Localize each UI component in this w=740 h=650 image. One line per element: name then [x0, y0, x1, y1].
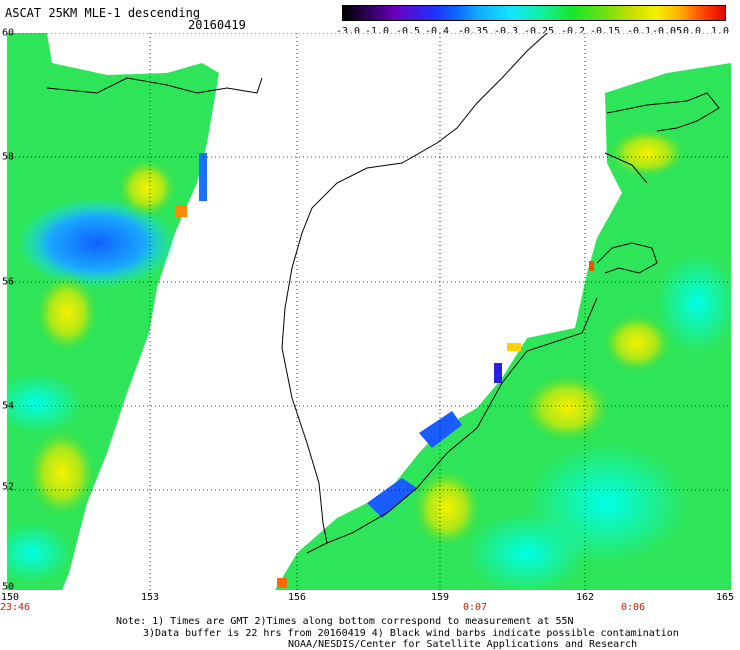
- lon-label: 153: [140, 592, 160, 603]
- color-scale-tick: -0.1: [627, 26, 652, 37]
- color-scale-tick: -0.15: [590, 26, 621, 37]
- lat-label: 58: [2, 151, 15, 163]
- color-scale-bar: [342, 5, 726, 21]
- color-scale-tick: 1.0: [711, 26, 730, 37]
- note-line-3: NOAA/NESDIS/Center for Satellite Applica…: [288, 639, 638, 650]
- left-swath: [7, 33, 219, 590]
- lat-label: 50: [2, 581, 15, 593]
- color-scale-tick: -0.05: [652, 26, 683, 37]
- lat-label: 52: [2, 481, 15, 493]
- product-date: 20160419: [188, 18, 246, 32]
- coastline: [46, 33, 720, 554]
- color-scale-tick: -0.4: [425, 26, 450, 37]
- wind-field-svg: [7, 33, 731, 590]
- right-swath: [275, 63, 731, 590]
- color-scale-tick: -0.5: [396, 26, 421, 37]
- color-scale-tick: -0.3: [494, 26, 519, 37]
- product-title: ASCAT 25KM MLE-1 descending: [5, 6, 201, 20]
- color-scale-tick: -0.2: [561, 26, 586, 37]
- lon-label: 150: [0, 592, 20, 603]
- note-line-2: 3)Data buffer is 22 hrs from 20160419 4)…: [143, 628, 679, 639]
- color-scale-tick: -3.0: [336, 26, 361, 37]
- lat-label: 54: [2, 400, 15, 412]
- graticule: [7, 33, 731, 590]
- lon-label: 156: [287, 592, 307, 603]
- lat-label: 60: [2, 27, 15, 39]
- lon-label: 159: [430, 592, 450, 603]
- color-scale-tick: -1.0: [365, 26, 390, 37]
- note-line-1: Note: 1) Times are GMT 2)Times along bot…: [116, 616, 574, 627]
- time-label: 0:07: [462, 602, 488, 613]
- color-scale-tick: -0.25: [524, 26, 555, 37]
- time-label: 23:46: [0, 602, 31, 613]
- color-scale-tick: 0.0: [683, 26, 702, 37]
- lon-label: 165: [715, 592, 735, 603]
- map-panel[interactable]: [7, 33, 731, 590]
- lat-label: 56: [2, 276, 15, 288]
- color-scale-tick: -0.35: [458, 26, 489, 37]
- time-label: 0:06: [620, 602, 646, 613]
- lon-label: 162: [575, 592, 595, 603]
